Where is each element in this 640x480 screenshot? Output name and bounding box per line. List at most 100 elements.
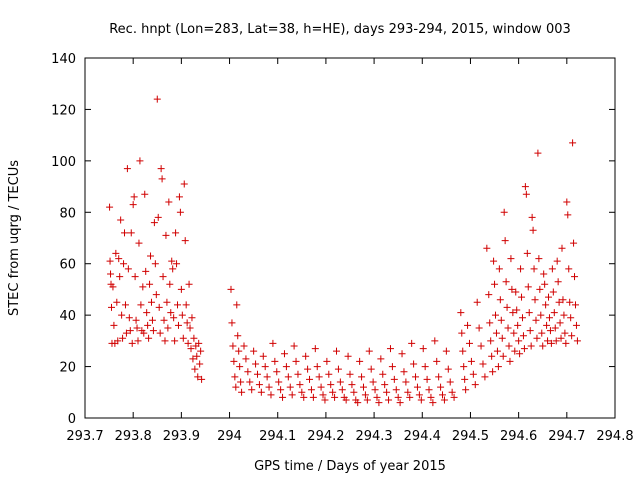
data-point xyxy=(350,388,358,396)
x-axis: 293.7 293.8 293.9 294 294.1 294.2 294.3 294.4 29… xyxy=(66,58,634,444)
data-point xyxy=(231,373,239,381)
data-point xyxy=(508,285,516,293)
data-point xyxy=(537,311,545,319)
x-tick-label: 294.2 xyxy=(307,429,344,444)
data-point xyxy=(152,291,160,299)
data-point xyxy=(269,339,277,347)
data-point xyxy=(190,334,198,342)
chart-title: Rec. hnpt (Lon=283, Lat=38, h=HE), days … xyxy=(109,22,571,37)
data-point xyxy=(392,386,400,394)
data-point xyxy=(525,309,533,317)
data-point xyxy=(460,363,468,371)
data-point xyxy=(255,381,263,389)
data-point xyxy=(174,301,182,309)
data-point xyxy=(524,283,532,291)
data-point xyxy=(236,363,244,371)
data-point xyxy=(165,198,173,206)
data-point xyxy=(187,345,195,353)
data-point xyxy=(559,296,567,304)
x-tick-label: 294.7 xyxy=(548,429,585,444)
data-point xyxy=(386,345,394,353)
data-point xyxy=(446,378,454,386)
data-point xyxy=(544,337,552,345)
data-point xyxy=(404,388,412,396)
data-point xyxy=(122,329,130,337)
data-point xyxy=(117,216,125,224)
data-point xyxy=(119,334,127,342)
data-point xyxy=(471,381,479,389)
data-point xyxy=(518,293,526,301)
data-point xyxy=(252,360,260,368)
data-point xyxy=(148,316,156,324)
data-point xyxy=(521,183,529,191)
data-point xyxy=(371,386,379,394)
data-point xyxy=(562,339,570,347)
data-point xyxy=(271,357,279,365)
data-point xyxy=(440,396,448,404)
data-point xyxy=(118,311,126,319)
data-point xyxy=(458,329,466,337)
data-point xyxy=(477,342,485,350)
y-tick-label: 80 xyxy=(59,206,76,221)
data-point xyxy=(348,381,356,389)
data-point xyxy=(390,375,398,383)
data-point xyxy=(501,237,509,245)
data-point xyxy=(233,301,241,309)
data-point xyxy=(410,360,418,368)
data-point xyxy=(475,324,483,332)
data-point xyxy=(273,368,281,376)
data-point xyxy=(490,257,498,265)
data-point xyxy=(421,363,429,371)
data-point xyxy=(185,280,193,288)
data-point xyxy=(321,396,329,404)
data-point xyxy=(194,373,202,381)
data-point xyxy=(184,339,192,347)
data-point xyxy=(237,378,245,386)
data-point xyxy=(346,370,354,378)
x-tick-label: 294.8 xyxy=(596,429,633,444)
data-point xyxy=(361,391,369,399)
data-point xyxy=(230,357,238,365)
data-point xyxy=(177,285,185,293)
data-point xyxy=(500,208,508,216)
data-point xyxy=(365,347,373,355)
data-point xyxy=(166,280,174,288)
data-point xyxy=(336,378,344,386)
data-point xyxy=(534,149,542,157)
x-tick-label: 294.4 xyxy=(404,429,441,444)
data-point xyxy=(242,355,250,363)
data-point xyxy=(425,386,433,394)
data-point xyxy=(160,316,168,324)
data-point xyxy=(334,365,342,373)
data-point xyxy=(492,311,500,319)
data-point xyxy=(530,265,538,273)
data-point xyxy=(419,345,427,353)
data-point xyxy=(540,270,548,278)
data-point xyxy=(107,270,115,278)
data-point xyxy=(140,329,148,337)
data-point xyxy=(164,324,172,332)
data-point xyxy=(149,327,157,335)
data-point xyxy=(325,370,333,378)
data-point xyxy=(464,321,472,329)
data-point xyxy=(545,314,553,322)
data-point xyxy=(532,316,540,324)
data-point xyxy=(131,273,139,281)
data-point xyxy=(290,342,298,350)
data-point xyxy=(514,321,522,329)
y-tick-label: 0 xyxy=(68,412,76,427)
data-point xyxy=(396,399,404,407)
data-point xyxy=(110,321,118,329)
data-point xyxy=(536,285,544,293)
data-point xyxy=(510,329,518,337)
data-point xyxy=(123,165,131,173)
data-point xyxy=(433,357,441,365)
data-point xyxy=(240,342,248,350)
data-point xyxy=(496,296,504,304)
data-point xyxy=(568,332,576,340)
data-point xyxy=(329,388,337,396)
data-point xyxy=(539,342,547,350)
data-point xyxy=(136,157,144,165)
data-point xyxy=(173,260,181,268)
